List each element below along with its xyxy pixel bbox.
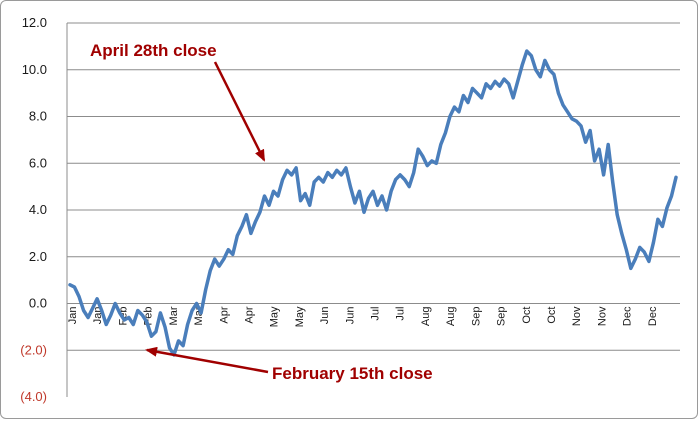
x-tick-label: Oct: [546, 307, 558, 324]
y-tick-label: 2.0: [29, 249, 47, 264]
y-axis: 12.0 10.0 8.0 6.0 4.0 2.0 0.0 (2.0) (4.0): [20, 15, 68, 404]
x-tick-label: Jul: [395, 307, 407, 321]
x-axis: Jan Jan Feb Feb Mar Mar Apr Apr May May Jun Jun Jul J…: [67, 306, 659, 327]
gridlines: [67, 22, 680, 351]
y-tick-label: 8.0: [29, 109, 47, 124]
y-tick-label: 0.0: [29, 296, 47, 311]
x-tick-label: Aug: [445, 307, 457, 327]
x-tick-label: Aug: [420, 307, 432, 327]
annotation-february-15th-close: February 15th close: [272, 364, 433, 383]
y-tick-label: 12.0: [22, 15, 47, 30]
x-tick-label: Dec: [647, 306, 659, 326]
x-tick-label: Dec: [622, 306, 634, 326]
y-tick-label: 10.0: [22, 62, 47, 77]
x-tick-label: May: [269, 306, 281, 327]
annotation-april-28th-close: April 28th close: [90, 41, 217, 60]
series-line: [68, 49, 678, 357]
x-tick-label: Jan: [67, 307, 79, 325]
x-tick-label: Nov: [571, 306, 583, 326]
x-tick-label: Sep: [496, 307, 508, 327]
x-tick-label: Mar: [168, 306, 180, 325]
x-tick-label: May: [294, 306, 306, 327]
annotation-arrow-february: [145, 346, 269, 374]
x-tick-label: Nov: [596, 306, 608, 326]
y-tick-label: (2.0): [20, 342, 47, 357]
x-tick-label: Oct: [521, 307, 533, 324]
y-tick-label: 4.0: [29, 202, 47, 217]
x-tick-label: Jun: [319, 307, 331, 325]
y-tick-label: 6.0: [29, 155, 47, 170]
x-tick-label: Jul: [370, 307, 382, 321]
x-tick-label: Sep: [470, 307, 482, 327]
y-tick-label: (4.0): [20, 389, 47, 404]
x-tick-label: Apr: [243, 306, 255, 323]
x-tick-label: Apr: [218, 306, 230, 323]
annotation-arrow-april: [213, 61, 266, 162]
x-tick-label: Jun: [344, 307, 356, 325]
